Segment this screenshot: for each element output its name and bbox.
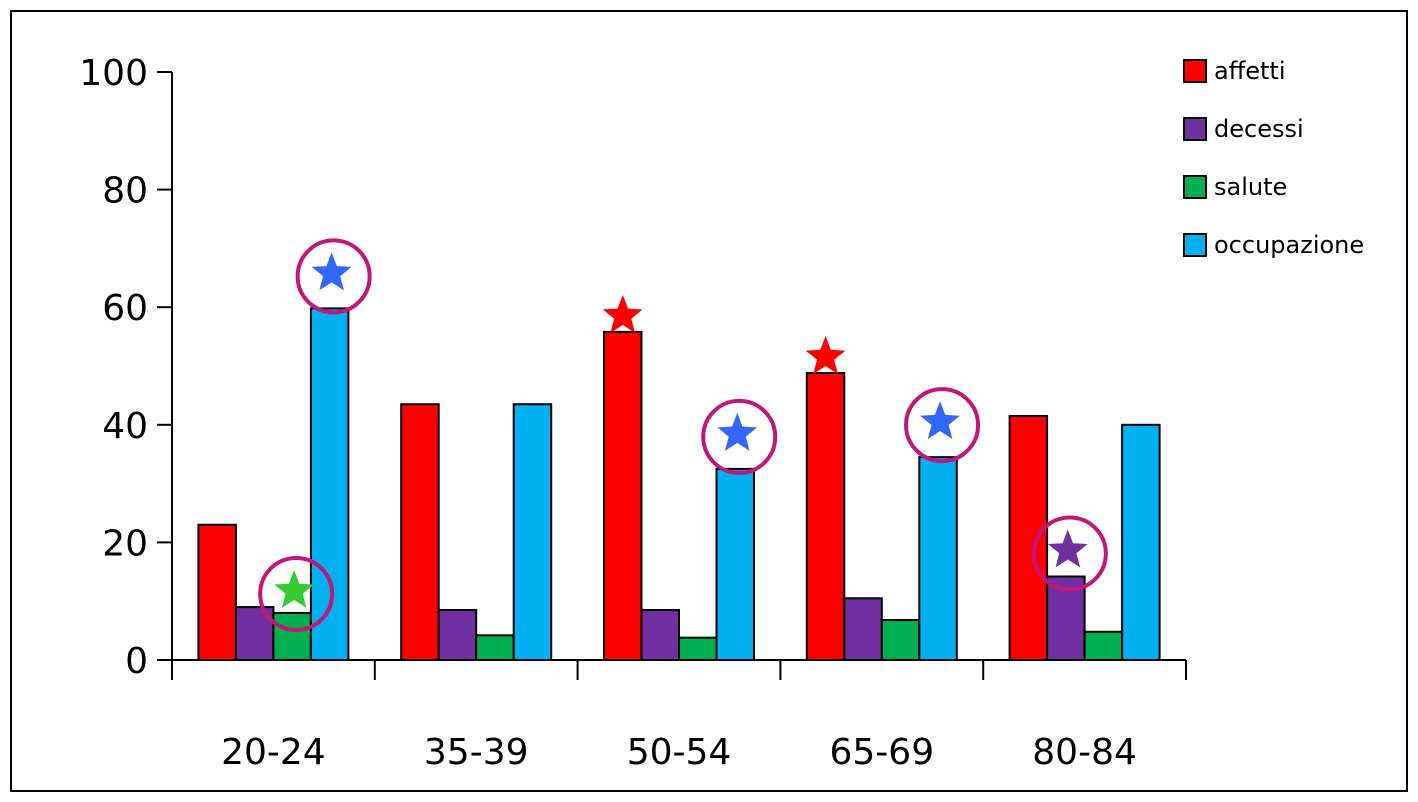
y-tick-label-0: 0 xyxy=(125,641,148,682)
legend-swatch-affetti xyxy=(1183,59,1207,83)
bar-salute-80-84 xyxy=(1083,630,1124,662)
bar-salute-35-39 xyxy=(475,634,515,662)
annotation-circle-1 xyxy=(295,238,372,315)
annotation-star-1 xyxy=(311,252,352,291)
bar-decessi-65-69 xyxy=(843,597,883,662)
bar-affetti-35-39 xyxy=(400,403,440,661)
x-tick-label-65-69: 65-69 xyxy=(829,732,934,773)
x-tick-labels: 20-24 35-39 50-54 65-69 80-84 xyxy=(221,732,1137,773)
y-tick-labels: 0 20 40 60 80 100 xyxy=(79,53,148,682)
axes-layer xyxy=(157,71,1187,680)
annotation-star-0 xyxy=(274,570,315,608)
bar-occupazione-80-84 xyxy=(1121,423,1161,661)
annotations-layer xyxy=(258,238,1108,632)
annotation-circle-0 xyxy=(258,555,335,632)
y-tick-label-20: 20 xyxy=(102,523,148,564)
legend-swatch-occupazione xyxy=(1183,233,1207,257)
bar-affetti-20-24 xyxy=(197,523,237,662)
bar-affetti-65-69 xyxy=(805,372,846,661)
legend: affetti decessi salute occupazione xyxy=(1183,57,1364,259)
x-tick-label-50-54: 50-54 xyxy=(627,732,732,773)
x-tick-label-20-24: 20-24 xyxy=(221,732,326,773)
chart-frame: 0 20 40 60 80 100 20-24 35-39 50-54 65-69 80-84 a… xyxy=(10,10,1408,792)
legend-swatch-salute xyxy=(1183,175,1207,199)
annotation-star-2 xyxy=(602,294,643,333)
bar-salute-50-54 xyxy=(678,636,718,662)
annotation-star-4 xyxy=(805,336,846,374)
legend-label-salute: salute xyxy=(1214,173,1287,201)
bar-affetti-50-54 xyxy=(603,330,643,661)
annotation-star-5 xyxy=(920,401,960,440)
x-tick-label-80-84: 80-84 xyxy=(1032,732,1137,773)
bar-occupazione-35-39 xyxy=(512,403,553,661)
legend-label-occupazione: occupazione xyxy=(1214,231,1364,259)
y-tick-label-40: 40 xyxy=(102,406,148,447)
y-tick-label-60: 60 xyxy=(102,288,148,329)
y-tick-label-80: 80 xyxy=(102,171,148,212)
bar-affetti-80-84 xyxy=(1008,414,1049,662)
legend-swatch-decessi xyxy=(1183,117,1207,141)
annotation-star-6 xyxy=(1047,529,1088,568)
bar-occupazione-50-54 xyxy=(715,467,755,661)
legend-label-affetti: affetti xyxy=(1214,57,1286,85)
annotation-circle-3 xyxy=(701,398,778,475)
bar-chart: 0 20 40 60 80 100 20-24 35-39 50-54 65-69 80-84 a… xyxy=(79,53,1364,773)
bar-decessi-35-39 xyxy=(437,609,478,662)
legend-label-decessi: decessi xyxy=(1214,115,1304,143)
y-tick-label-100: 100 xyxy=(79,53,148,94)
annotation-circle-5 xyxy=(904,387,981,464)
bar-occupazione-65-69 xyxy=(918,456,958,662)
annotation-circle-6 xyxy=(1031,515,1108,592)
annotation-star-3 xyxy=(717,412,758,451)
bars-layer xyxy=(197,307,1161,662)
bar-decessi-50-54 xyxy=(640,609,680,662)
bar-salute-65-69 xyxy=(880,619,921,661)
x-tick-label-35-39: 35-39 xyxy=(424,732,529,773)
bar-salute-20-24 xyxy=(272,611,312,662)
